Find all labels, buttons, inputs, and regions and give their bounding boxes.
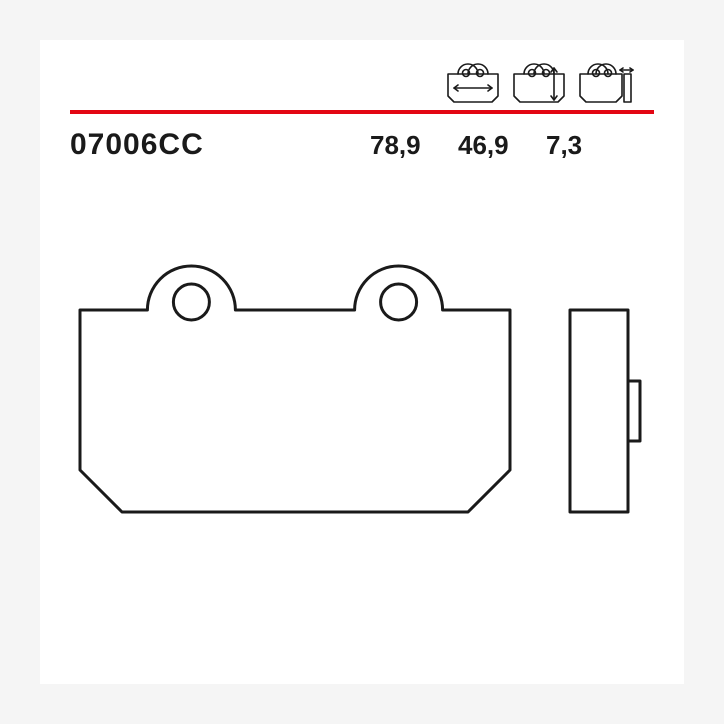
dimensions: 78,9 46,9 7,3 (370, 130, 606, 161)
front-view-icon (444, 60, 502, 104)
dim-width: 78,9 (370, 130, 430, 161)
spec-row: 07006CC 78,9 46,9 7,3 (70, 128, 654, 162)
dimension-icons-row (70, 54, 654, 104)
red-divider (70, 110, 654, 114)
part-number: 07006CC (70, 128, 330, 162)
technical-drawing (70, 222, 654, 642)
spec-card: 07006CC 78,9 46,9 7,3 (40, 40, 684, 684)
top-view-icon (510, 60, 568, 104)
side-view-icon (576, 60, 634, 104)
dim-height: 46,9 (458, 130, 518, 161)
dim-thickness: 7,3 (546, 130, 606, 161)
